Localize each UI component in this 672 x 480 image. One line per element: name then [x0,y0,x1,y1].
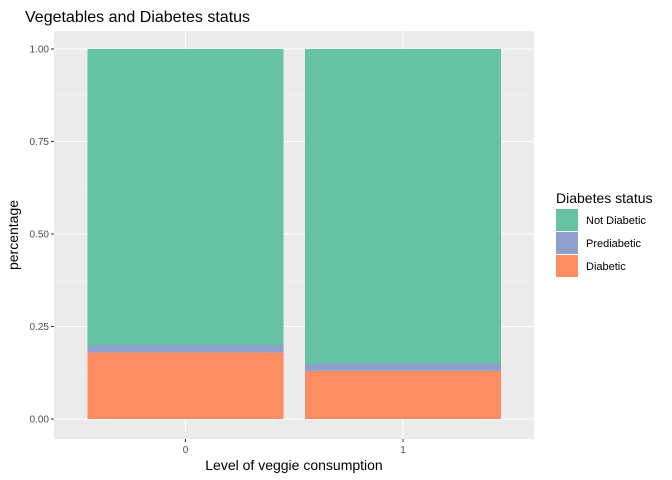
legend-key-diabetic [556,255,578,277]
bar-diabetic-1 [305,370,501,419]
bars [87,49,501,419]
legend-key-prediabetic [556,232,578,254]
bar-prediabetic-1 [305,363,501,371]
y-tick-label: 0.50 [30,230,50,241]
x-axis-label: Level of veggie consumption [205,457,382,473]
legend-title: Diabetes status [556,190,653,206]
bar-not-diabetic-1 [305,49,501,364]
y-tick-label: 0.25 [30,322,50,333]
y-tick-label: 1.00 [30,45,50,56]
legend-label: Prediabetic [586,238,642,250]
chart-title: Vegetables and Diabetes status [25,9,250,26]
bar-not-diabetic-0 [87,49,284,345]
x-tick-label: 0 [183,445,189,456]
bar-diabetic-0 [87,352,284,419]
y-axis-label: percentage [5,200,21,270]
legend-label: Not Diabetic [586,215,646,227]
y-tick-label: 0.75 [30,137,50,148]
legend-label: Diabetic [586,261,626,273]
y-tick-label: 0.00 [30,415,50,426]
y-axis: 0.00 0.25 0.50 0.75 1.00 [30,45,54,426]
bar-prediabetic-0 [87,345,284,353]
legend: Diabetes status Not Diabetic Prediabetic D… [556,190,653,277]
x-tick-label: 1 [400,445,406,456]
legend-key-not-diabetic [556,209,578,231]
